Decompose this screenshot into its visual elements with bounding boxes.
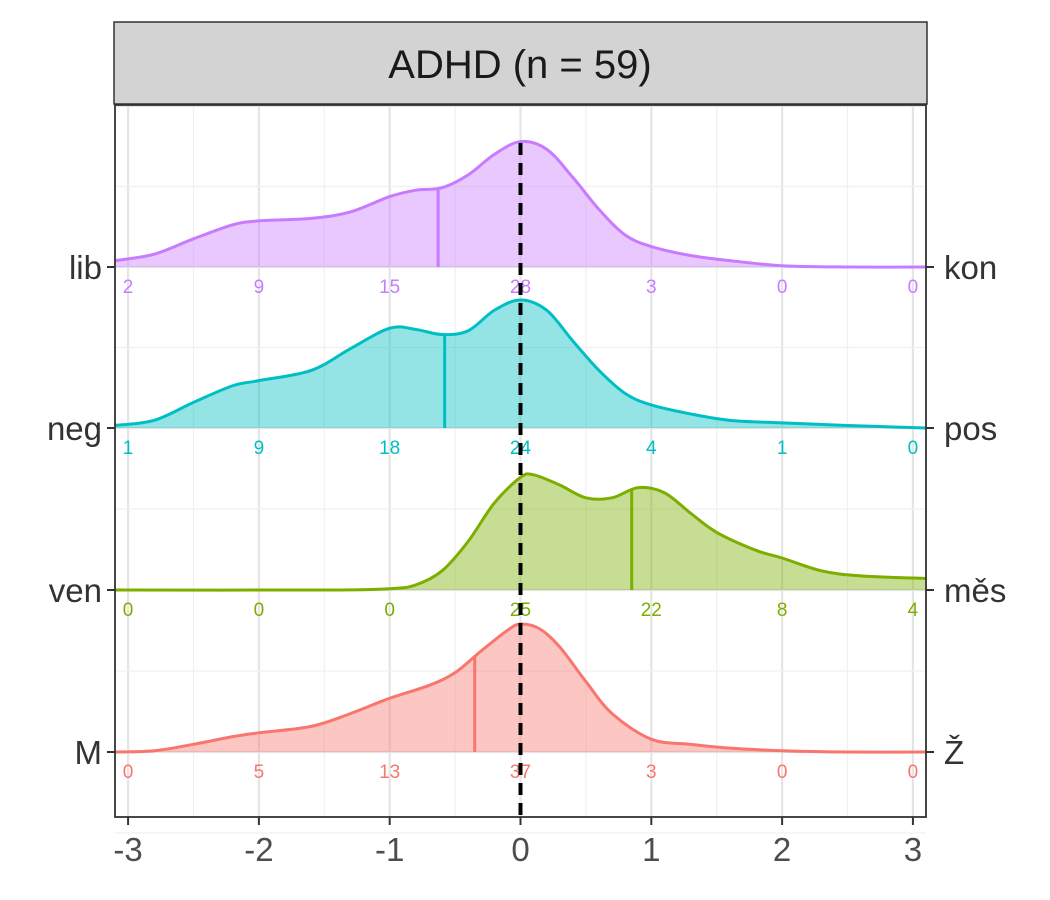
count-label: 0 xyxy=(908,438,919,459)
count-label: 5 xyxy=(254,762,265,783)
x-tick-label: 3 xyxy=(904,831,922,868)
count-label: 2 xyxy=(123,277,134,298)
y-tick-label-left: lib xyxy=(69,249,102,286)
facet-title: ADHD (n = 59) xyxy=(388,43,651,87)
count-label: 0 xyxy=(777,277,788,298)
density-line-M xyxy=(114,622,927,754)
count-label: 0 xyxy=(384,600,395,621)
count-label: 0 xyxy=(908,277,919,298)
count-label: 1 xyxy=(777,438,788,459)
y-tick-label-left: neg xyxy=(47,410,102,447)
ridge-densities: 291528300191824410000252284051337300 xyxy=(114,139,927,817)
count-label: 0 xyxy=(908,762,919,783)
y-tick-label-left: M xyxy=(75,734,103,771)
count-label: 4 xyxy=(646,438,657,459)
y-tick-label-right: Ž xyxy=(944,734,964,771)
facet-strip: ADHD (n = 59) xyxy=(113,21,928,105)
count-label: 0 xyxy=(254,600,265,621)
density-line-neg xyxy=(114,298,927,430)
count-label: 4 xyxy=(908,600,919,621)
count-label: 0 xyxy=(777,762,788,783)
y-tick-label-right: pos xyxy=(944,410,997,447)
count-label: 0 xyxy=(123,762,134,783)
y-tick-label-right: měs xyxy=(944,572,1006,609)
facet-strip-background xyxy=(113,21,928,105)
density-line-ven xyxy=(114,472,927,592)
x-tick-label: 0 xyxy=(511,831,529,868)
count-label: 1 xyxy=(123,438,134,459)
x-tick-label: -2 xyxy=(244,831,273,868)
count-label: 9 xyxy=(254,277,265,298)
density-line-lib xyxy=(114,139,927,269)
count-label: 15 xyxy=(379,277,400,298)
x-tick-label: 1 xyxy=(642,831,660,868)
count-label: 22 xyxy=(641,600,662,621)
y-tick-label-left: ven xyxy=(49,572,102,609)
x-tick-label: 2 xyxy=(773,831,791,868)
count-label: 9 xyxy=(254,438,265,459)
count-label: 0 xyxy=(123,600,134,621)
count-label: 8 xyxy=(777,600,788,621)
x-tick-label: -1 xyxy=(375,831,404,868)
y-tick-label-right: kon xyxy=(944,249,997,286)
count-label: 13 xyxy=(379,762,400,783)
count-label: 3 xyxy=(646,762,657,783)
x-tick-label: -3 xyxy=(113,831,142,868)
count-label: 18 xyxy=(379,438,400,459)
count-label: 3 xyxy=(646,277,657,298)
